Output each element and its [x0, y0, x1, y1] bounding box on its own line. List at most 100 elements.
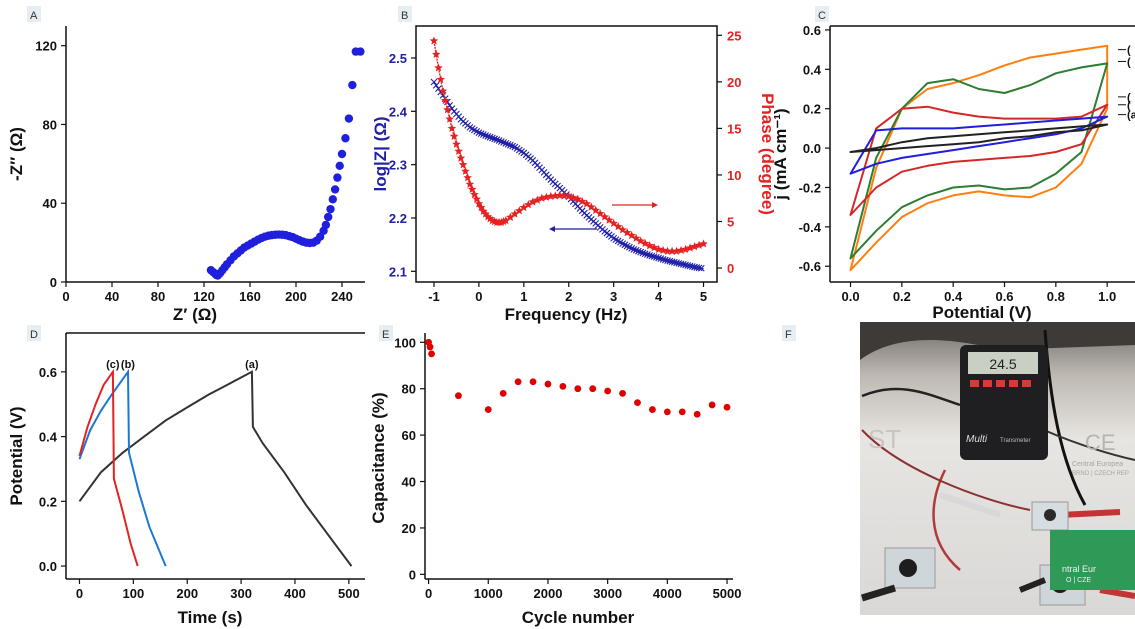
x-tick-label: 200 [285, 289, 307, 304]
panel-f-photo: ST CE Central Europea BRNO | CZECH REP 2… [860, 322, 1135, 615]
data-point [344, 114, 354, 123]
panel-e-x-label: Cycle number [522, 608, 635, 627]
x-tick-label: 0.6 [995, 289, 1013, 304]
phase-marker [663, 246, 672, 255]
phase-marker [550, 191, 560, 200]
y-right-tick-label: 20 [727, 75, 741, 90]
x-tick-label: 0 [425, 586, 432, 601]
phase-marker [515, 206, 524, 215]
logz-marker [482, 132, 490, 139]
x-tick-label: 240 [331, 289, 353, 304]
multimeter-brand: Multi [966, 434, 988, 445]
logz-marker [659, 255, 667, 263]
y-right-tick-label: 10 [727, 168, 741, 183]
panel-c-x-label: Potential (V) [932, 303, 1031, 322]
phase-marker [461, 166, 470, 175]
logz-marker [632, 246, 640, 254]
panel-c-y-label: j (mA cm⁻¹) [771, 108, 790, 200]
x-tick-label: 160 [239, 289, 261, 304]
x-tick-label: 1 [520, 289, 527, 304]
y-tick-label: 0 [50, 275, 57, 290]
x-tick-label: 120 [193, 289, 215, 304]
clip-red-right [1059, 509, 1121, 518]
logz-marker [695, 264, 703, 272]
phase-marker [699, 239, 708, 248]
logz-marker [639, 249, 647, 257]
logz-marker [477, 130, 485, 137]
gcd-curve [78, 368, 139, 567]
y-tick-label: -0.2 [799, 180, 821, 195]
y-tick-label: 0.4 [803, 62, 822, 77]
photo-sign-sub2: BRNO | CZECH REP [1072, 471, 1129, 477]
panel-d-series: (a) (b)(c) [78, 359, 353, 567]
x-tick-label: 300 [230, 586, 252, 601]
phase-marker [440, 95, 450, 105]
y-tick-label: 0 [409, 567, 416, 582]
gcd-curve [78, 370, 353, 567]
phase-marker [586, 202, 596, 211]
panel-a-nyquist-plot: 0 40 80 120 160 200 240 0 40 80 120 Z′ (Ω) -Z″ (Ω) [7, 26, 365, 324]
panel-e-y-label: Capacitance (%) [369, 392, 388, 523]
y-tick-label: 0.0 [39, 559, 57, 574]
gcd-curve-label: (a) [245, 359, 259, 371]
data-point [708, 401, 716, 409]
x-tick-label: 100 [122, 586, 144, 601]
x-tick-label: 40 [105, 289, 119, 304]
data-point [324, 212, 333, 222]
panel-d-gcd-plot: 0 100 200 300 400 500 0.0 0.2 0.4 0.6 (a) (b)(c) T… [7, 332, 365, 627]
clip-black-right [1018, 577, 1047, 593]
data-point [428, 350, 435, 358]
data-point [649, 406, 656, 413]
x-tick-label: 400 [284, 586, 306, 601]
logz-marker [637, 248, 645, 256]
green-card-sub: O | CZE [1066, 577, 1091, 584]
curve-label: ( [1127, 100, 1131, 112]
y-right-tick-label: 0 [727, 261, 734, 276]
logz-line [433, 81, 704, 270]
wire-red-2 [861, 429, 1031, 511]
panel-label-e: E [382, 329, 389, 341]
panel-e-ticks: 0 1000 2000 3000 4000 5000 0 20 40 60 80 100 [394, 335, 741, 601]
phase-marker [456, 153, 466, 162]
phase-marker [658, 245, 668, 254]
y-tick-label: 40 [402, 475, 416, 490]
logz-marker [500, 139, 507, 146]
logz-marker [486, 133, 494, 141]
data-point [341, 134, 350, 143]
panel-b-bode-plot: -1 0 1 2 3 4 5 2.1 2.2 2.3 2.4 2.5 0 5 10 15 20 25 Freque… [371, 25, 777, 324]
phase-marker [449, 131, 459, 140]
phase-marker [582, 199, 591, 208]
phase-marker [595, 209, 605, 218]
logz-marker [497, 138, 505, 145]
logz-marker [655, 254, 662, 262]
x-tick-label: 0 [475, 289, 482, 304]
cv-curve [849, 115, 1109, 175]
data-point [544, 380, 552, 388]
data-point [693, 410, 701, 418]
y-tick-label: 2.3 [389, 158, 407, 173]
panel-b-y-right-label: Phase (degree) [758, 93, 777, 215]
panel-d-ticks: 0 100 200 300 400 500 0.0 0.2 0.4 0.6 [39, 365, 360, 601]
logz-marker [504, 140, 512, 148]
logz-marker [488, 134, 496, 142]
logz-marker [493, 136, 501, 143]
logz-marker [495, 137, 503, 144]
data-point [333, 173, 342, 182]
cv-curve [849, 123, 1109, 153]
y-tick-label: 80 [402, 382, 416, 397]
data-point [634, 399, 641, 407]
panel-b-frame [415, 25, 718, 283]
logz-marker [506, 141, 514, 149]
y-tick-label: -0.4 [799, 220, 822, 235]
panel-d-y-label: Potential (V) [7, 406, 26, 505]
phase-marker [533, 195, 542, 204]
panel-label-f: F [785, 329, 792, 341]
phase-marker [524, 200, 533, 209]
phase-marker [452, 139, 461, 148]
phase-line [433, 40, 704, 252]
y-tick-label: 2.5 [389, 51, 407, 66]
x-tick-label: 0 [76, 586, 83, 601]
gcd-curve-label: (c) [106, 359, 120, 371]
panel-e-cycling-plot: 0 1000 2000 3000 4000 5000 0 20 40 60 80 100 Cycle … [369, 333, 741, 627]
data-point [330, 185, 340, 194]
